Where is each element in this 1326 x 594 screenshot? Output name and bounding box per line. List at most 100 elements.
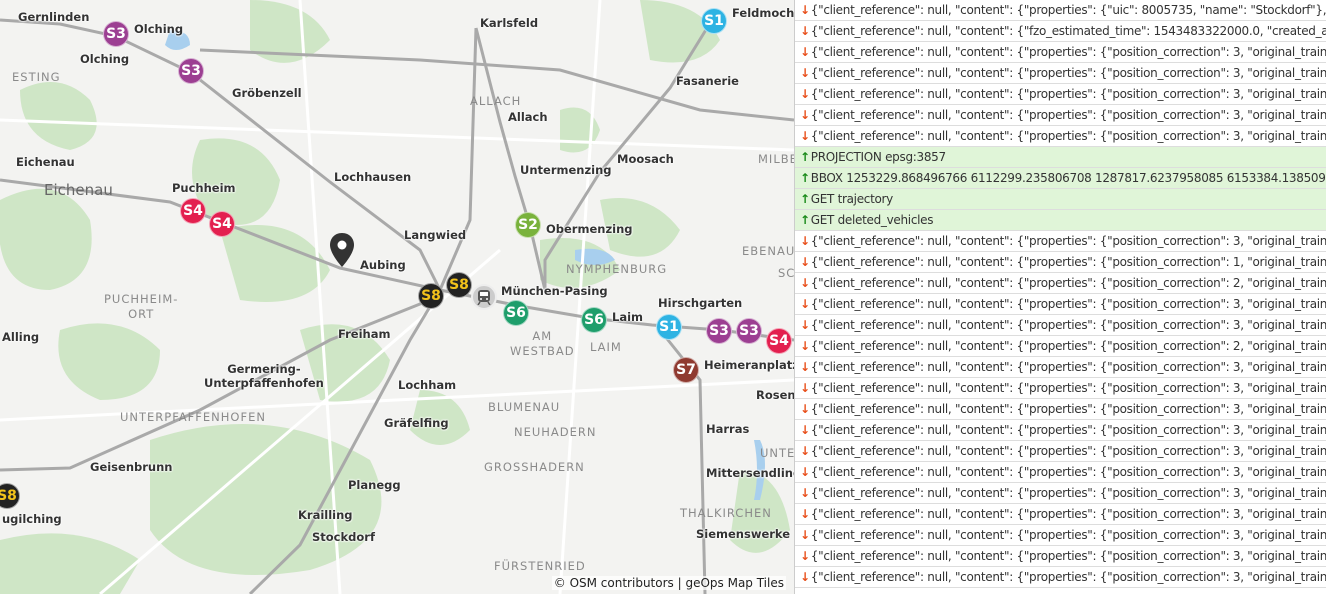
train-marker-s3[interactable]: S3 <box>736 318 762 344</box>
place-label: GROSSHADERN <box>484 460 585 474</box>
log-row[interactable]: ↓{"client_reference": null, "content": {… <box>795 21 1326 42</box>
log-row[interactable]: ↓{"client_reference": null, "content": {… <box>795 420 1326 441</box>
place-label: Laim <box>612 310 644 324</box>
train-marker-s3[interactable]: S3 <box>178 58 204 84</box>
log-row[interactable]: ↓{"client_reference": null, "content": {… <box>795 63 1326 84</box>
place-label: München-Pasing <box>501 284 608 298</box>
place-label: LAIM <box>590 340 622 354</box>
train-marker-s6[interactable]: S6 <box>581 307 607 333</box>
log-row-text: {"client_reference": null, "content": {"… <box>810 381 1326 395</box>
train-marker-s4[interactable]: S4 <box>180 198 206 224</box>
log-row-text: {"client_reference": null, "content": {"… <box>810 528 1326 542</box>
log-row[interactable]: ↓{"client_reference": null, "content": {… <box>795 273 1326 294</box>
place-label: Heimeranplatz <box>704 358 794 372</box>
place-label: SC <box>778 266 794 280</box>
arrow-down-icon: ↓ <box>800 255 810 269</box>
train-marker-s8[interactable]: S8 <box>0 483 20 509</box>
arrow-down-icon: ↓ <box>800 528 810 542</box>
train-marker-s1[interactable]: S1 <box>656 314 682 340</box>
log-row[interactable]: ↓{"client_reference": null, "content": {… <box>795 441 1326 462</box>
arrow-down-icon: ↓ <box>800 465 810 479</box>
log-row[interactable]: ↓{"client_reference": null, "content": {… <box>795 525 1326 546</box>
log-row[interactable]: ↓{"client_reference": null, "content": {… <box>795 399 1326 420</box>
place-label: UNTERPFAFFENHOFEN <box>120 410 266 424</box>
place-label: Krailling <box>298 508 353 522</box>
log-row[interactable]: ↓{"client_reference": null, "content": {… <box>795 315 1326 336</box>
place-label: ESTING <box>12 70 61 84</box>
log-row[interactable]: ↓{"client_reference": null, "content": {… <box>795 105 1326 126</box>
arrow-down-icon: ↓ <box>800 3 810 17</box>
train-marker-s6[interactable]: S6 <box>503 300 529 326</box>
arrow-up-icon: ↑ <box>800 171 810 185</box>
log-row[interactable]: ↓{"client_reference": null, "content": {… <box>795 42 1326 63</box>
place-label: Hirschgarten <box>658 296 743 310</box>
log-row[interactable]: ↑GET trajectory <box>795 189 1326 210</box>
log-row-text: {"client_reference": null, "content": {"… <box>810 423 1326 437</box>
log-row-text: {"client_reference": null, "content": {"… <box>810 66 1326 80</box>
place-label: Geisenbrunn <box>90 460 173 474</box>
log-row[interactable]: ↓{"client_reference": null, "content": {… <box>795 462 1326 483</box>
train-marker-s4[interactable]: S4 <box>209 211 235 237</box>
arrow-down-icon: ↓ <box>800 402 810 416</box>
log-row[interactable]: ↓{"client_reference": null, "content": {… <box>795 126 1326 147</box>
log-row-text: {"client_reference": null, "content": {"… <box>810 507 1326 521</box>
log-row[interactable]: ↓{"client_reference": null, "content": {… <box>795 378 1326 399</box>
train-marker-s3[interactable]: S3 <box>103 21 129 47</box>
place-label: Aubing <box>360 258 406 272</box>
arrow-down-icon: ↓ <box>800 549 810 563</box>
arrow-down-icon: ↓ <box>800 486 810 500</box>
log-row[interactable]: ↓{"client_reference": null, "content": {… <box>795 336 1326 357</box>
place-label: Eichenau <box>16 155 75 169</box>
place-label: ALLACH <box>470 94 522 108</box>
arrow-up-icon: ↑ <box>800 213 810 227</box>
log-row[interactable]: ↓{"client_reference": null, "content": {… <box>795 84 1326 105</box>
train-marker-s3[interactable]: S3 <box>706 318 732 344</box>
train-marker-s7[interactable]: S7 <box>673 357 699 383</box>
map-pin-icon[interactable] <box>329 232 355 268</box>
place-label: FÜRSTENRIED <box>494 559 586 573</box>
place-label: Olching <box>80 52 130 66</box>
train-marker-s2[interactable]: S2 <box>515 212 541 238</box>
place-label: Moosach <box>617 152 674 166</box>
place-label: Allach <box>508 110 548 124</box>
log-row[interactable]: ↓{"client_reference": null, "content": {… <box>795 483 1326 504</box>
map-attribution[interactable]: © OSM contributors | geOps Map Tiles <box>551 576 786 590</box>
train-station-icon[interactable] <box>471 284 497 310</box>
log-row[interactable]: ↑BBOX 1253229.868496766 6112299.23580670… <box>795 168 1326 189</box>
place-label: Lochham <box>398 378 457 392</box>
arrow-down-icon: ↓ <box>800 276 810 290</box>
log-row[interactable]: ↓{"client_reference": null, "content": {… <box>795 0 1326 21</box>
arrow-down-icon: ↓ <box>800 570 810 584</box>
arrow-down-icon: ↓ <box>800 129 810 143</box>
log-row[interactable]: ↓{"client_reference": null, "content": {… <box>795 252 1326 273</box>
map-view[interactable]: Gernlinden Olching Olching ESTING Gröbenzell… <box>0 0 794 594</box>
place-label: Eichenau <box>44 181 113 199</box>
arrow-down-icon: ↓ <box>800 507 810 521</box>
train-marker-s4[interactable]: S4 <box>766 328 792 354</box>
place-label: Siemenswerke <box>696 527 791 541</box>
log-row[interactable]: ↓{"client_reference": null, "content": {… <box>795 567 1326 588</box>
log-row[interactable]: ↓{"client_reference": null, "content": {… <box>795 504 1326 525</box>
arrow-down-icon: ↓ <box>800 318 810 332</box>
log-row[interactable]: ↓{"client_reference": null, "content": {… <box>795 357 1326 378</box>
log-row[interactable]: ↓{"client_reference": null, "content": {… <box>795 231 1326 252</box>
arrow-down-icon: ↓ <box>800 66 810 80</box>
place-label: Gräfelfing <box>384 416 449 430</box>
log-row-text: {"client_reference": null, "content": {"… <box>810 87 1326 101</box>
log-row[interactable]: ↑PROJECTION epsg:3857 <box>795 147 1326 168</box>
place-label: AM WESTBAD <box>510 329 575 358</box>
log-row-text: {"client_reference": null, "content": {"… <box>810 234 1326 248</box>
place-label: Karlsfeld <box>480 16 539 30</box>
log-row-text: {"client_reference": null, "content": {"… <box>810 444 1326 458</box>
websocket-log-panel[interactable]: ↓{"client_reference": null, "content": {… <box>794 0 1326 594</box>
place-label: NEUHADERN <box>514 425 597 439</box>
train-marker-s8[interactable]: S8 <box>418 283 444 309</box>
log-row[interactable]: ↓{"client_reference": null, "content": {… <box>795 546 1326 567</box>
place-label: ugilching <box>2 512 62 526</box>
log-row[interactable]: ↓{"client_reference": null, "content": {… <box>795 294 1326 315</box>
train-marker-s8[interactable]: S8 <box>446 272 472 298</box>
arrow-down-icon: ↓ <box>800 339 810 353</box>
log-row[interactable]: ↑GET deleted_vehicles <box>795 210 1326 231</box>
place-label: Feldmoching <box>732 6 794 20</box>
train-marker-s1[interactable]: S1 <box>701 8 727 34</box>
